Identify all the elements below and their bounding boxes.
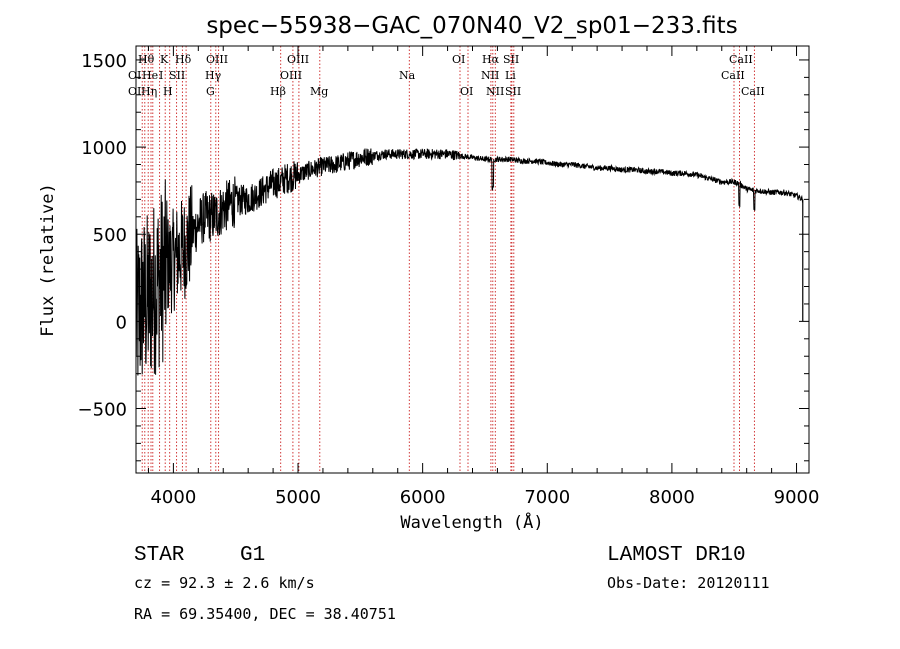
chart-title: spec−55938−GAC_070N40_V2_sp01−233.fits — [206, 13, 737, 39]
redshift-velocity: cz = 92.3 ± 2.6 km/s — [134, 574, 315, 592]
line-label-3: OIII — [206, 53, 228, 66]
y-axis-label: Flux (relative) — [38, 183, 58, 337]
x-tick-label-2: 6000 — [400, 487, 446, 508]
object-subclass: G1 — [240, 544, 265, 567]
line-label-16: NII — [481, 69, 499, 82]
line-label-4: OIII — [287, 53, 309, 66]
line-label-27: SII — [505, 85, 521, 98]
spectral-line-markers — [141, 46, 755, 473]
line-label-22: G — [206, 85, 215, 98]
survey-name: LAMOST DR10 — [607, 544, 746, 567]
line-label-11: I — [159, 69, 163, 82]
x-axis-label: Wavelength (Å) — [400, 511, 543, 533]
line-label-20: Hη — [141, 85, 157, 98]
line-label-21: H — [163, 85, 173, 98]
x-tick-label-4: 8000 — [649, 487, 695, 508]
x-tick-label-1: 5000 — [275, 487, 321, 508]
line-label-9: OI — [128, 69, 141, 82]
object-class: STAR — [134, 544, 185, 567]
line-label-2: Hδ — [175, 53, 192, 66]
line-label-24: Mg — [310, 85, 328, 98]
plot-frame — [135, 45, 810, 474]
y-axis: −500 0 500 1000 1500 — [78, 51, 809, 462]
line-label-17: Li — [505, 69, 516, 82]
line-label-15: Na — [399, 69, 416, 82]
line-label-5: OI — [452, 53, 465, 66]
line-label-10: He — [142, 69, 158, 82]
line-label-25: OI — [460, 85, 473, 98]
y-tick-label-0: −500 — [78, 400, 127, 421]
line-label-28: CaII — [741, 85, 765, 98]
line-label-0: Hθ — [138, 53, 155, 66]
line-label-7: SII — [503, 53, 519, 66]
line-label-12: SII — [169, 69, 185, 82]
spectrum-series — [135, 148, 804, 376]
line-label-6: Hα — [482, 53, 500, 66]
observation-date: Obs-Date: 20120111 — [607, 574, 770, 592]
line-label-26: NII — [486, 85, 504, 98]
x-axis: 4000 5000 6000 7000 8000 9000 — [147, 46, 820, 508]
y-tick-label-2: 500 — [93, 225, 127, 246]
line-label-1: K — [160, 53, 169, 66]
spectrum-line — [135, 148, 804, 376]
line-label-14: OIII — [280, 69, 302, 82]
x-tick-label-0: 4000 — [150, 487, 196, 508]
y-tick-label-1: 0 — [116, 312, 127, 333]
line-label-18: CaII — [721, 69, 745, 82]
y-tick-label-4: 1500 — [81, 51, 127, 72]
line-label-8: CaII — [729, 53, 753, 66]
x-tick-label-5: 9000 — [774, 487, 820, 508]
line-label-13: Hγ — [205, 69, 222, 82]
line-label-19: OI — [128, 85, 141, 98]
coordinates: RA = 69.35400, DEC = 38.40751 — [134, 605, 396, 623]
y-tick-label-3: 1000 — [81, 138, 127, 159]
line-label-23: Hβ — [270, 85, 286, 98]
x-tick-label-3: 7000 — [524, 487, 570, 508]
